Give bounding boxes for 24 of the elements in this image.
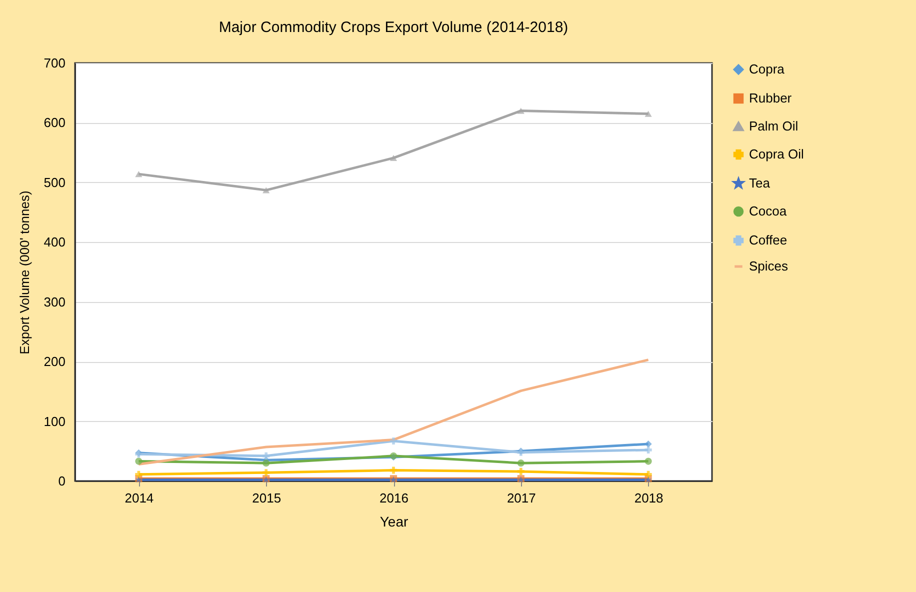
x-tick-label: 2014 [124, 490, 154, 506]
x-axis-title: Year [380, 514, 408, 530]
legend-label: Rubber [749, 90, 792, 106]
y-tick-label: 0 [58, 474, 66, 488]
x-tick-label: 2018 [634, 490, 664, 506]
legend-label: Copra Oil [749, 146, 804, 162]
legend-label: Spices [749, 258, 789, 274]
x-tick-label: 2016 [380, 490, 408, 506]
y-axis-title: Export Volume (000' tonnes) [16, 190, 32, 354]
y-tick-label: 700 [44, 56, 66, 70]
y-tick-label: 200 [44, 354, 66, 370]
x-tick-label: 2017 [506, 490, 536, 506]
y-tick-label: 500 [44, 174, 66, 190]
legend-label: Palm Oil [749, 118, 798, 134]
y-tick-label: 100 [44, 414, 66, 429]
legend-label: Copra [749, 62, 786, 76]
y-tick-label: 600 [44, 115, 66, 130]
y-tick-label: 300 [44, 294, 66, 310]
chart-title: Major Commodity Crops Export Volume (2014-2018) [218, 19, 568, 36]
x-tick-label: 2015 [252, 490, 282, 506]
legend-label: Cocoa [749, 204, 788, 218]
y-tick-label: 400 [44, 234, 66, 250]
legend-label: Tea [749, 176, 771, 190]
legend-label: Coffee [749, 232, 788, 248]
